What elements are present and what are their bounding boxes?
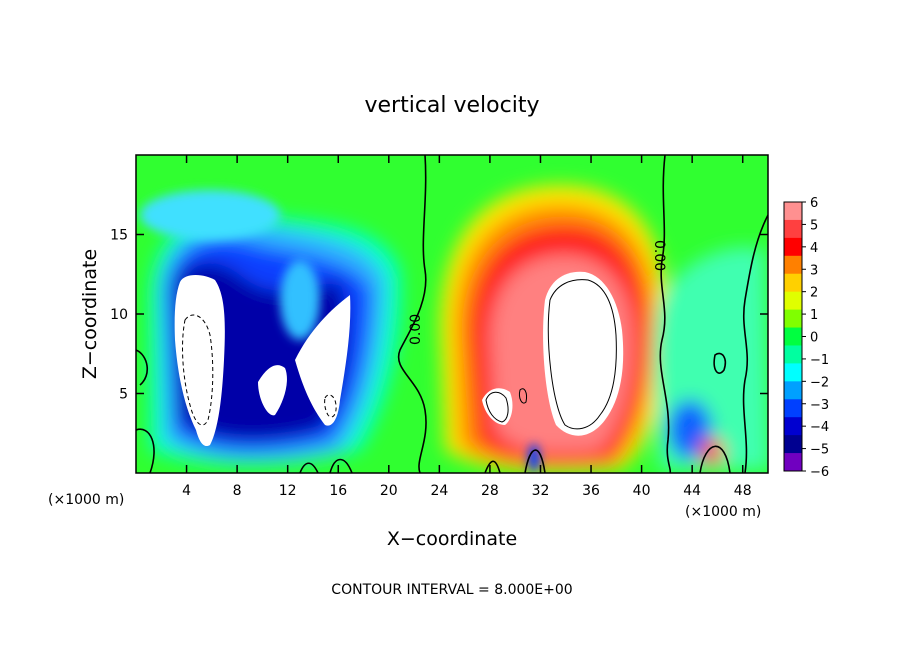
colorbar-tick-label: 0 bbox=[810, 331, 818, 346]
x-tick-label: 8 bbox=[233, 483, 242, 499]
colorbar-swatch bbox=[784, 237, 802, 257]
contour-interval-note: CONTOUR INTERVAL = 8.000E+00 bbox=[331, 582, 572, 598]
updraft-small-right bbox=[700, 438, 724, 466]
colorbar-swatch bbox=[784, 219, 802, 239]
x-unit-left: (×1000 m) bbox=[48, 492, 124, 508]
colorbar-tick-label: −4 bbox=[810, 420, 829, 435]
white-mid-left bbox=[258, 365, 287, 416]
x-tick-label: 24 bbox=[430, 483, 448, 499]
field-details bbox=[140, 190, 540, 472]
colorbar-tick-label: 6 bbox=[810, 196, 818, 211]
positive-contour-lower bbox=[485, 391, 509, 423]
plot-area: 0.00 0.00 bbox=[136, 155, 768, 473]
zero-contour-small-ring bbox=[713, 352, 727, 374]
contour-label-right: 0.00 bbox=[651, 240, 667, 271]
zero-contour-bottom-1 bbox=[299, 462, 319, 473]
colorbar-tick-label: 2 bbox=[810, 286, 818, 301]
x-unit-right: (×1000 m) bbox=[685, 504, 761, 520]
contour-label-left: 0.00 bbox=[408, 314, 424, 345]
y-axis-label: Z−coordinate bbox=[79, 249, 101, 379]
zero-contour-far-right bbox=[742, 214, 768, 473]
colorbar-swatch bbox=[784, 435, 802, 454]
colorbar-tick-label: −5 bbox=[810, 443, 829, 458]
y-tick-label: 15 bbox=[110, 228, 128, 244]
colorbar-tick-label: 1 bbox=[810, 308, 818, 323]
colorbar-swatch bbox=[784, 273, 802, 293]
colorbar-swatch bbox=[784, 202, 802, 221]
colorbar-swatch bbox=[784, 327, 802, 346]
colorbar-swatch bbox=[784, 417, 802, 436]
zero-contour-bottom-3 bbox=[524, 449, 546, 473]
zero-contour-left-edge bbox=[136, 349, 148, 386]
x-axis-label: X−coordinate bbox=[387, 528, 517, 550]
y-axis: 5 10 15 bbox=[110, 228, 768, 403]
cyan-patch-left-top bbox=[140, 190, 280, 240]
y-tick-label: 10 bbox=[110, 307, 128, 323]
x-tick-label: 32 bbox=[532, 483, 550, 499]
white-right-lower bbox=[482, 388, 513, 425]
colorbar-swatch bbox=[784, 453, 802, 472]
colorbar-tick-label: 4 bbox=[810, 241, 818, 256]
colorbar-swatch bbox=[784, 345, 802, 364]
x-tick-label: 48 bbox=[734, 483, 752, 499]
contours-dashed bbox=[182, 314, 337, 426]
white-right-core bbox=[543, 271, 624, 436]
zero-contour-lower-left bbox=[136, 428, 155, 473]
y-tick-label: 5 bbox=[119, 387, 128, 403]
x-tick-label: 44 bbox=[683, 483, 701, 499]
colorbar-tick-label: −2 bbox=[810, 375, 829, 390]
negative-contour-mid bbox=[324, 394, 337, 418]
cyan-patch-mid bbox=[280, 260, 320, 340]
x-tick-label: 4 bbox=[182, 483, 191, 499]
contours bbox=[136, 155, 768, 473]
zero-contour-bottom-2 bbox=[329, 458, 353, 473]
zero-contour-bottom-4 bbox=[484, 460, 501, 473]
zero-contour-bottom-right bbox=[699, 445, 731, 473]
x-tick-label: 16 bbox=[329, 483, 347, 499]
x-axis: 4 8 12 16 20 24 28 32 36 40 44 48 bbox=[182, 155, 752, 499]
colorbar-tick-label: 5 bbox=[810, 218, 818, 233]
colorbar-tick-label: −3 bbox=[810, 398, 829, 413]
chart-title: vertical velocity bbox=[364, 93, 539, 118]
x-tick-label: 28 bbox=[481, 483, 499, 499]
colorbar-swatch bbox=[784, 399, 802, 418]
white-mid-plume bbox=[295, 295, 351, 426]
x-tick-label: 12 bbox=[279, 483, 297, 499]
blue-patch-bottom bbox=[528, 444, 540, 472]
colorbar-swatch bbox=[784, 309, 802, 329]
zero-contour-center bbox=[397, 155, 427, 473]
colorbar-tick-label: −1 bbox=[810, 353, 829, 368]
zero-contour-right bbox=[659, 155, 672, 473]
colorbar-swatch bbox=[784, 291, 802, 311]
colorbar-swatch bbox=[784, 363, 802, 382]
downdraft-blue-right bbox=[668, 400, 712, 460]
x-tick-label: 36 bbox=[582, 483, 600, 499]
colorbar-swatch bbox=[784, 381, 802, 400]
colorbar-swatch bbox=[784, 255, 802, 275]
x-tick-label: 20 bbox=[380, 483, 398, 499]
positive-contour-small bbox=[519, 388, 527, 404]
colorbar-tick-label: 3 bbox=[810, 263, 818, 278]
colorbar-tick-label: −6 bbox=[810, 465, 829, 480]
positive-contour-core bbox=[547, 279, 617, 430]
contours-thin bbox=[485, 279, 617, 430]
colorbar: 6 5 4 3 2 1 0 −1 −2 −3 −4 −5 −6 bbox=[783, 196, 829, 480]
x-tick-label: 40 bbox=[633, 483, 651, 499]
